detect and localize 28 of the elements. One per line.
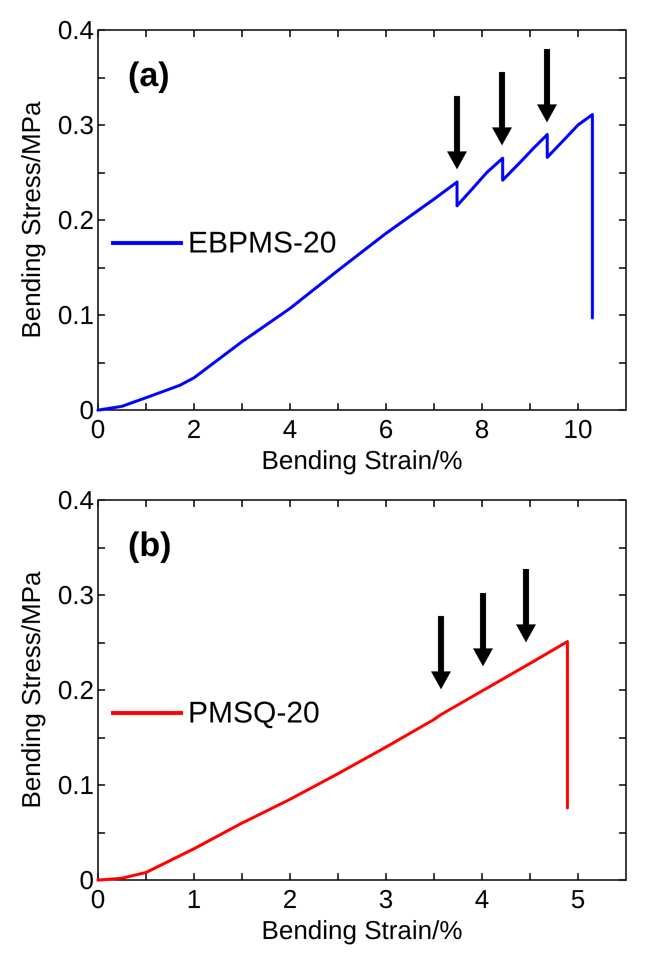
x-tick-label: 3 [378, 884, 394, 914]
x-tick-label: 1 [186, 884, 202, 914]
x-axis-title: Bending Strain/% [262, 915, 462, 945]
annotation: (a) [128, 56, 170, 94]
x-tick-label: 6 [378, 414, 394, 444]
line-series [96, 640, 569, 882]
x-tick-label: 2 [186, 414, 202, 444]
y-tick-label: 0.2 [58, 675, 94, 706]
y-tick-label: 0.4 [58, 15, 94, 45]
x-tick-label: 4 [282, 414, 298, 444]
y-tick-label: 0.4 [58, 485, 94, 515]
y-axis-title: Bending Stress/MPa [16, 101, 46, 339]
y-tick-label: 0.2 [58, 205, 94, 236]
y-tick-label: 0.1 [58, 770, 94, 800]
y-axis-title: Bending Stress/MPa [16, 571, 46, 809]
legend-label: EBPMS-20 [188, 226, 336, 260]
legend-label: PMSQ-20 [188, 696, 320, 730]
x-tick-label: 10 [564, 414, 592, 444]
y-tick-label: 0.3 [58, 110, 94, 140]
x-axis-title: Bending Strain/% [262, 445, 462, 475]
x-tick-label: 5 [570, 884, 586, 914]
y-tick-label: 0.3 [58, 580, 94, 610]
x-tick-label: 4 [474, 884, 490, 914]
x-tick-label: 2 [282, 884, 298, 914]
x-tick-label: 8 [474, 414, 490, 444]
annotation: (b) [128, 526, 172, 564]
y-tick-label: 0.1 [58, 300, 94, 330]
line-series [96, 113, 594, 412]
